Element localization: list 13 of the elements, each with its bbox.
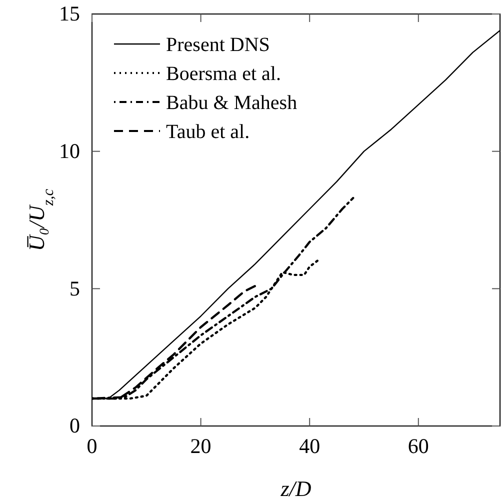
x-tick-label: 0 bbox=[86, 434, 98, 458]
y-tick-label: 15 bbox=[59, 2, 80, 26]
legend-label: Babu & Mahesh bbox=[166, 92, 298, 114]
legend-label: Boersma et al. bbox=[166, 63, 281, 85]
y-tick-label: 5 bbox=[70, 276, 80, 300]
legend-label: Present DNS bbox=[166, 34, 270, 56]
legend-label: Taub et al. bbox=[166, 121, 250, 143]
x-tick-label: 60 bbox=[408, 434, 429, 458]
x-axis-title: z/D bbox=[280, 476, 312, 501]
y-tick-label: 10 bbox=[59, 139, 80, 164]
x-tick-label: 40 bbox=[299, 434, 320, 458]
x-tick-label: 20 bbox=[190, 434, 212, 458]
y-tick-label: 0 bbox=[70, 414, 80, 438]
